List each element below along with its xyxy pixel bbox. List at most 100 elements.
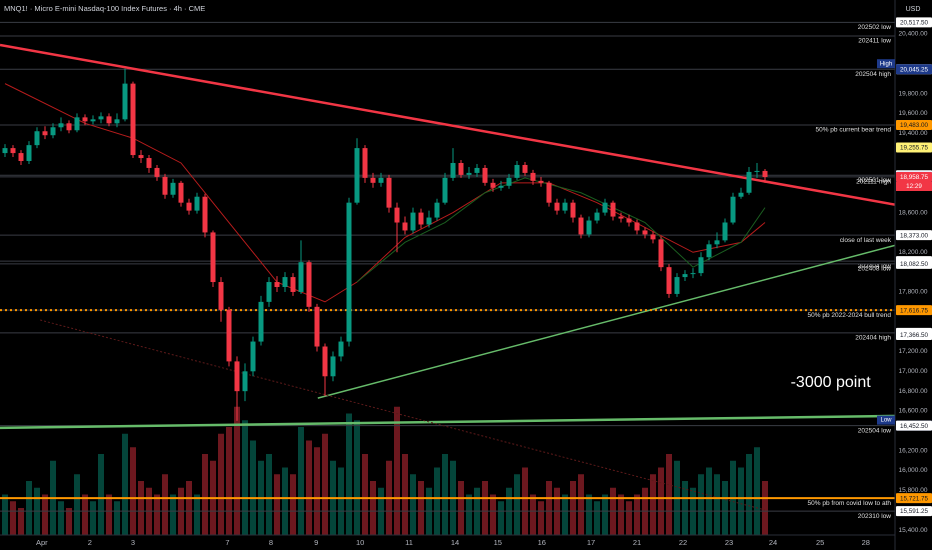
- volume-bar: [18, 508, 24, 535]
- volume-bar: [458, 481, 464, 535]
- candle-body: [706, 244, 712, 258]
- y-tick-label: 18,200.00: [899, 249, 928, 256]
- volume-bar: [658, 467, 664, 535]
- candle-body: [442, 177, 448, 203]
- volume-bar: [370, 481, 376, 535]
- level-label: 202111 high: [856, 179, 891, 186]
- y-tick-label: 19,600.00: [899, 110, 928, 117]
- volume-bar: [26, 481, 32, 535]
- volume-bar: [290, 474, 296, 535]
- candle-body: [602, 202, 608, 213]
- candle-body: [274, 282, 280, 287]
- x-tick-label: 28: [862, 538, 870, 547]
- volume-bar: [722, 481, 728, 535]
- price-tag: [896, 329, 932, 340]
- volume-bar: [706, 467, 712, 535]
- volume-bar: [578, 474, 584, 535]
- candle-body: [506, 177, 512, 186]
- volume-bar: [154, 494, 160, 535]
- candle-body: [66, 123, 72, 131]
- candle-body: [218, 282, 224, 310]
- level-label: 202501 low: [858, 177, 892, 184]
- candle-body: [290, 277, 296, 292]
- candle-body: [338, 341, 344, 357]
- volume-bar: [442, 454, 448, 535]
- x-tick-label: 16: [538, 538, 546, 547]
- price-tag: [896, 493, 932, 504]
- candle-body: [122, 83, 128, 120]
- volume-bar: [570, 481, 576, 535]
- level-label: 202504 high: [855, 71, 891, 78]
- volume-bar: [682, 481, 688, 535]
- x-tick-label: 9: [314, 538, 318, 547]
- volume-bar: [522, 467, 528, 535]
- candle-body: [210, 232, 216, 283]
- volume-bar: [114, 501, 120, 535]
- volume-bar: [594, 501, 600, 535]
- candle-body: [538, 180, 544, 183]
- candle-body: [754, 170, 760, 172]
- price-tag: [896, 258, 932, 269]
- level-label: 50% pb current bear trend: [815, 127, 891, 134]
- candle-body: [458, 162, 464, 175]
- candle-body: [130, 83, 136, 156]
- y-tick-label: 19,400.00: [899, 130, 928, 137]
- candle-body: [18, 153, 24, 162]
- volume-bar: [250, 440, 256, 535]
- volume-bar: [122, 433, 128, 535]
- candle-body: [170, 182, 176, 195]
- y-tick-label: 17,000.00: [899, 368, 928, 375]
- volume-bar: [602, 494, 608, 535]
- x-tick-label: 14: [451, 538, 459, 547]
- candle-body: [306, 262, 312, 307]
- volume-bar: [746, 454, 752, 535]
- candle-body: [58, 123, 64, 128]
- candle-body: [466, 172, 472, 175]
- y-tick-label: 17,200.00: [899, 348, 928, 355]
- candle-body: [258, 301, 264, 342]
- volume-bar: [202, 454, 208, 535]
- price-tag: [896, 64, 932, 75]
- level-label: 202404 high: [855, 335, 891, 342]
- volume-bar: [586, 494, 592, 535]
- y-tick-label: 16,200.00: [899, 447, 928, 454]
- candle-body: [74, 117, 80, 131]
- candle-body: [266, 282, 272, 302]
- volume-bar: [346, 413, 352, 535]
- candle-body: [354, 148, 360, 203]
- candle-body: [2, 148, 8, 154]
- volume-bar: [650, 474, 656, 535]
- candle-body: [586, 220, 592, 235]
- volume-bar: [538, 501, 544, 535]
- candle-body: [618, 216, 624, 219]
- level-label: close of last week: [840, 237, 892, 244]
- candle-body: [146, 158, 152, 168]
- candle-body: [666, 267, 672, 294]
- volume-bar: [106, 494, 112, 535]
- candle-body: [186, 202, 192, 211]
- candle-body: [194, 196, 200, 211]
- volume-bar: [394, 406, 400, 535]
- price-tag-label: 17,616.75: [900, 307, 929, 314]
- candle-body: [26, 145, 32, 162]
- y-tick-label: 15,400.00: [899, 527, 928, 534]
- candle-body: [730, 196, 736, 223]
- volume-bar: [226, 427, 232, 535]
- trendline: [0, 43, 895, 206]
- volume-bar: [618, 494, 624, 535]
- level-label: 50% pb from covid low to ath: [808, 500, 892, 507]
- volume-bar: [754, 447, 760, 535]
- currency: USD: [906, 6, 921, 13]
- y-tick-label: 16,600.00: [899, 408, 928, 415]
- price-tag-note-bg: [877, 59, 895, 69]
- price-tag: [896, 230, 932, 241]
- volume-bar: [74, 474, 80, 535]
- candle-body: [234, 361, 240, 392]
- y-tick-label: 19,800.00: [899, 90, 928, 97]
- x-tick-label: 23: [725, 538, 733, 547]
- price-tag-note: High: [880, 61, 892, 67]
- volume-bar: [482, 481, 488, 535]
- trendline: [40, 319, 766, 511]
